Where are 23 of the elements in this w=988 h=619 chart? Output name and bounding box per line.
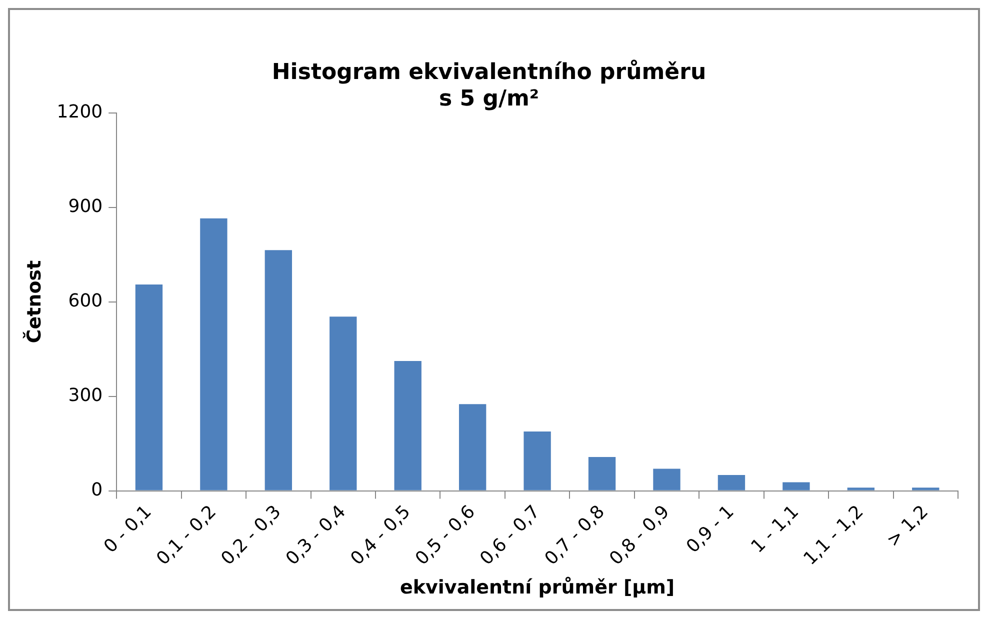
x-axis-title: ekvivalentní průměr [μm] xyxy=(400,576,675,599)
y-tick-label: 0 xyxy=(91,479,103,500)
bar xyxy=(782,482,810,490)
y-tick-label: 600 xyxy=(68,290,103,312)
bar xyxy=(135,284,163,490)
bar xyxy=(847,488,875,490)
y-tick-label: 1200 xyxy=(56,101,103,122)
bar xyxy=(330,316,357,490)
y-axis-title: Četnost xyxy=(22,260,46,344)
bar xyxy=(200,218,228,490)
bar xyxy=(458,404,486,490)
x-tick-label: > 1,2 xyxy=(882,501,932,552)
chart-title: Histogram ekvivalentního průměru s 5 g/m² xyxy=(272,58,706,112)
y-tick-label: 300 xyxy=(68,384,103,406)
bar xyxy=(588,457,616,490)
bar xyxy=(264,250,292,490)
bar xyxy=(524,432,551,490)
y-tick-label: 900 xyxy=(68,196,103,217)
bar xyxy=(718,475,746,490)
bar xyxy=(653,468,680,490)
x-tick-label: 0,9 - 1 xyxy=(682,501,738,558)
bar xyxy=(394,360,422,490)
bar xyxy=(912,488,940,490)
